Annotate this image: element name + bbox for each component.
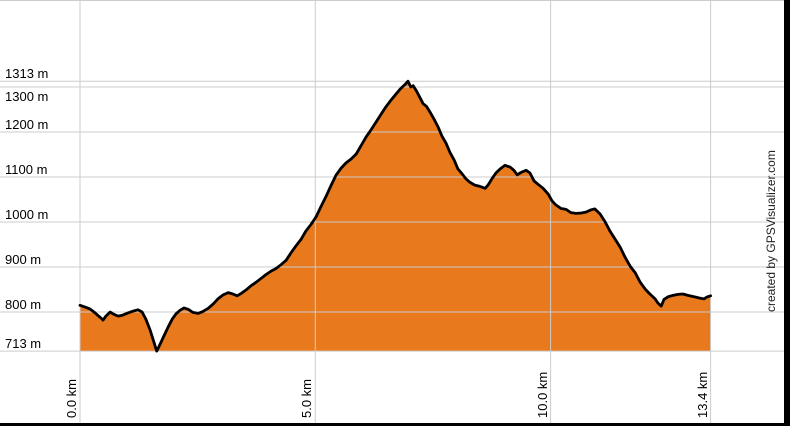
y-axis-tick-label: 900 m xyxy=(5,252,42,267)
y-axis-tick-label: 1300 m xyxy=(5,89,49,104)
y-axis-tick-label: 1100 m xyxy=(5,162,48,177)
credit-text: created by GPSVisualizer.com xyxy=(764,150,778,312)
elevation-outline xyxy=(78,79,712,353)
elevation-area-fill xyxy=(80,81,711,352)
y-axis-tick-label: 800 m xyxy=(5,297,42,312)
y-axis-tick-label: 1313 m xyxy=(5,66,49,82)
y-axis-tick-label: 713 m xyxy=(5,336,42,352)
y-axis-tick-label: 1000 m xyxy=(5,207,49,222)
x-axis-tick-label: 0.0 km xyxy=(64,378,79,418)
x-axis-tick-label: 5.0 km xyxy=(299,378,315,418)
image-border-right xyxy=(784,0,790,426)
image-border-top xyxy=(0,0,790,1)
x-axis-tick-label: 13.4 km xyxy=(694,371,710,418)
y-axis-tick-label: 1200 m xyxy=(5,117,49,132)
x-axis-tick-label: 10.0 km xyxy=(534,371,550,418)
image-border-bottom xyxy=(0,423,790,426)
